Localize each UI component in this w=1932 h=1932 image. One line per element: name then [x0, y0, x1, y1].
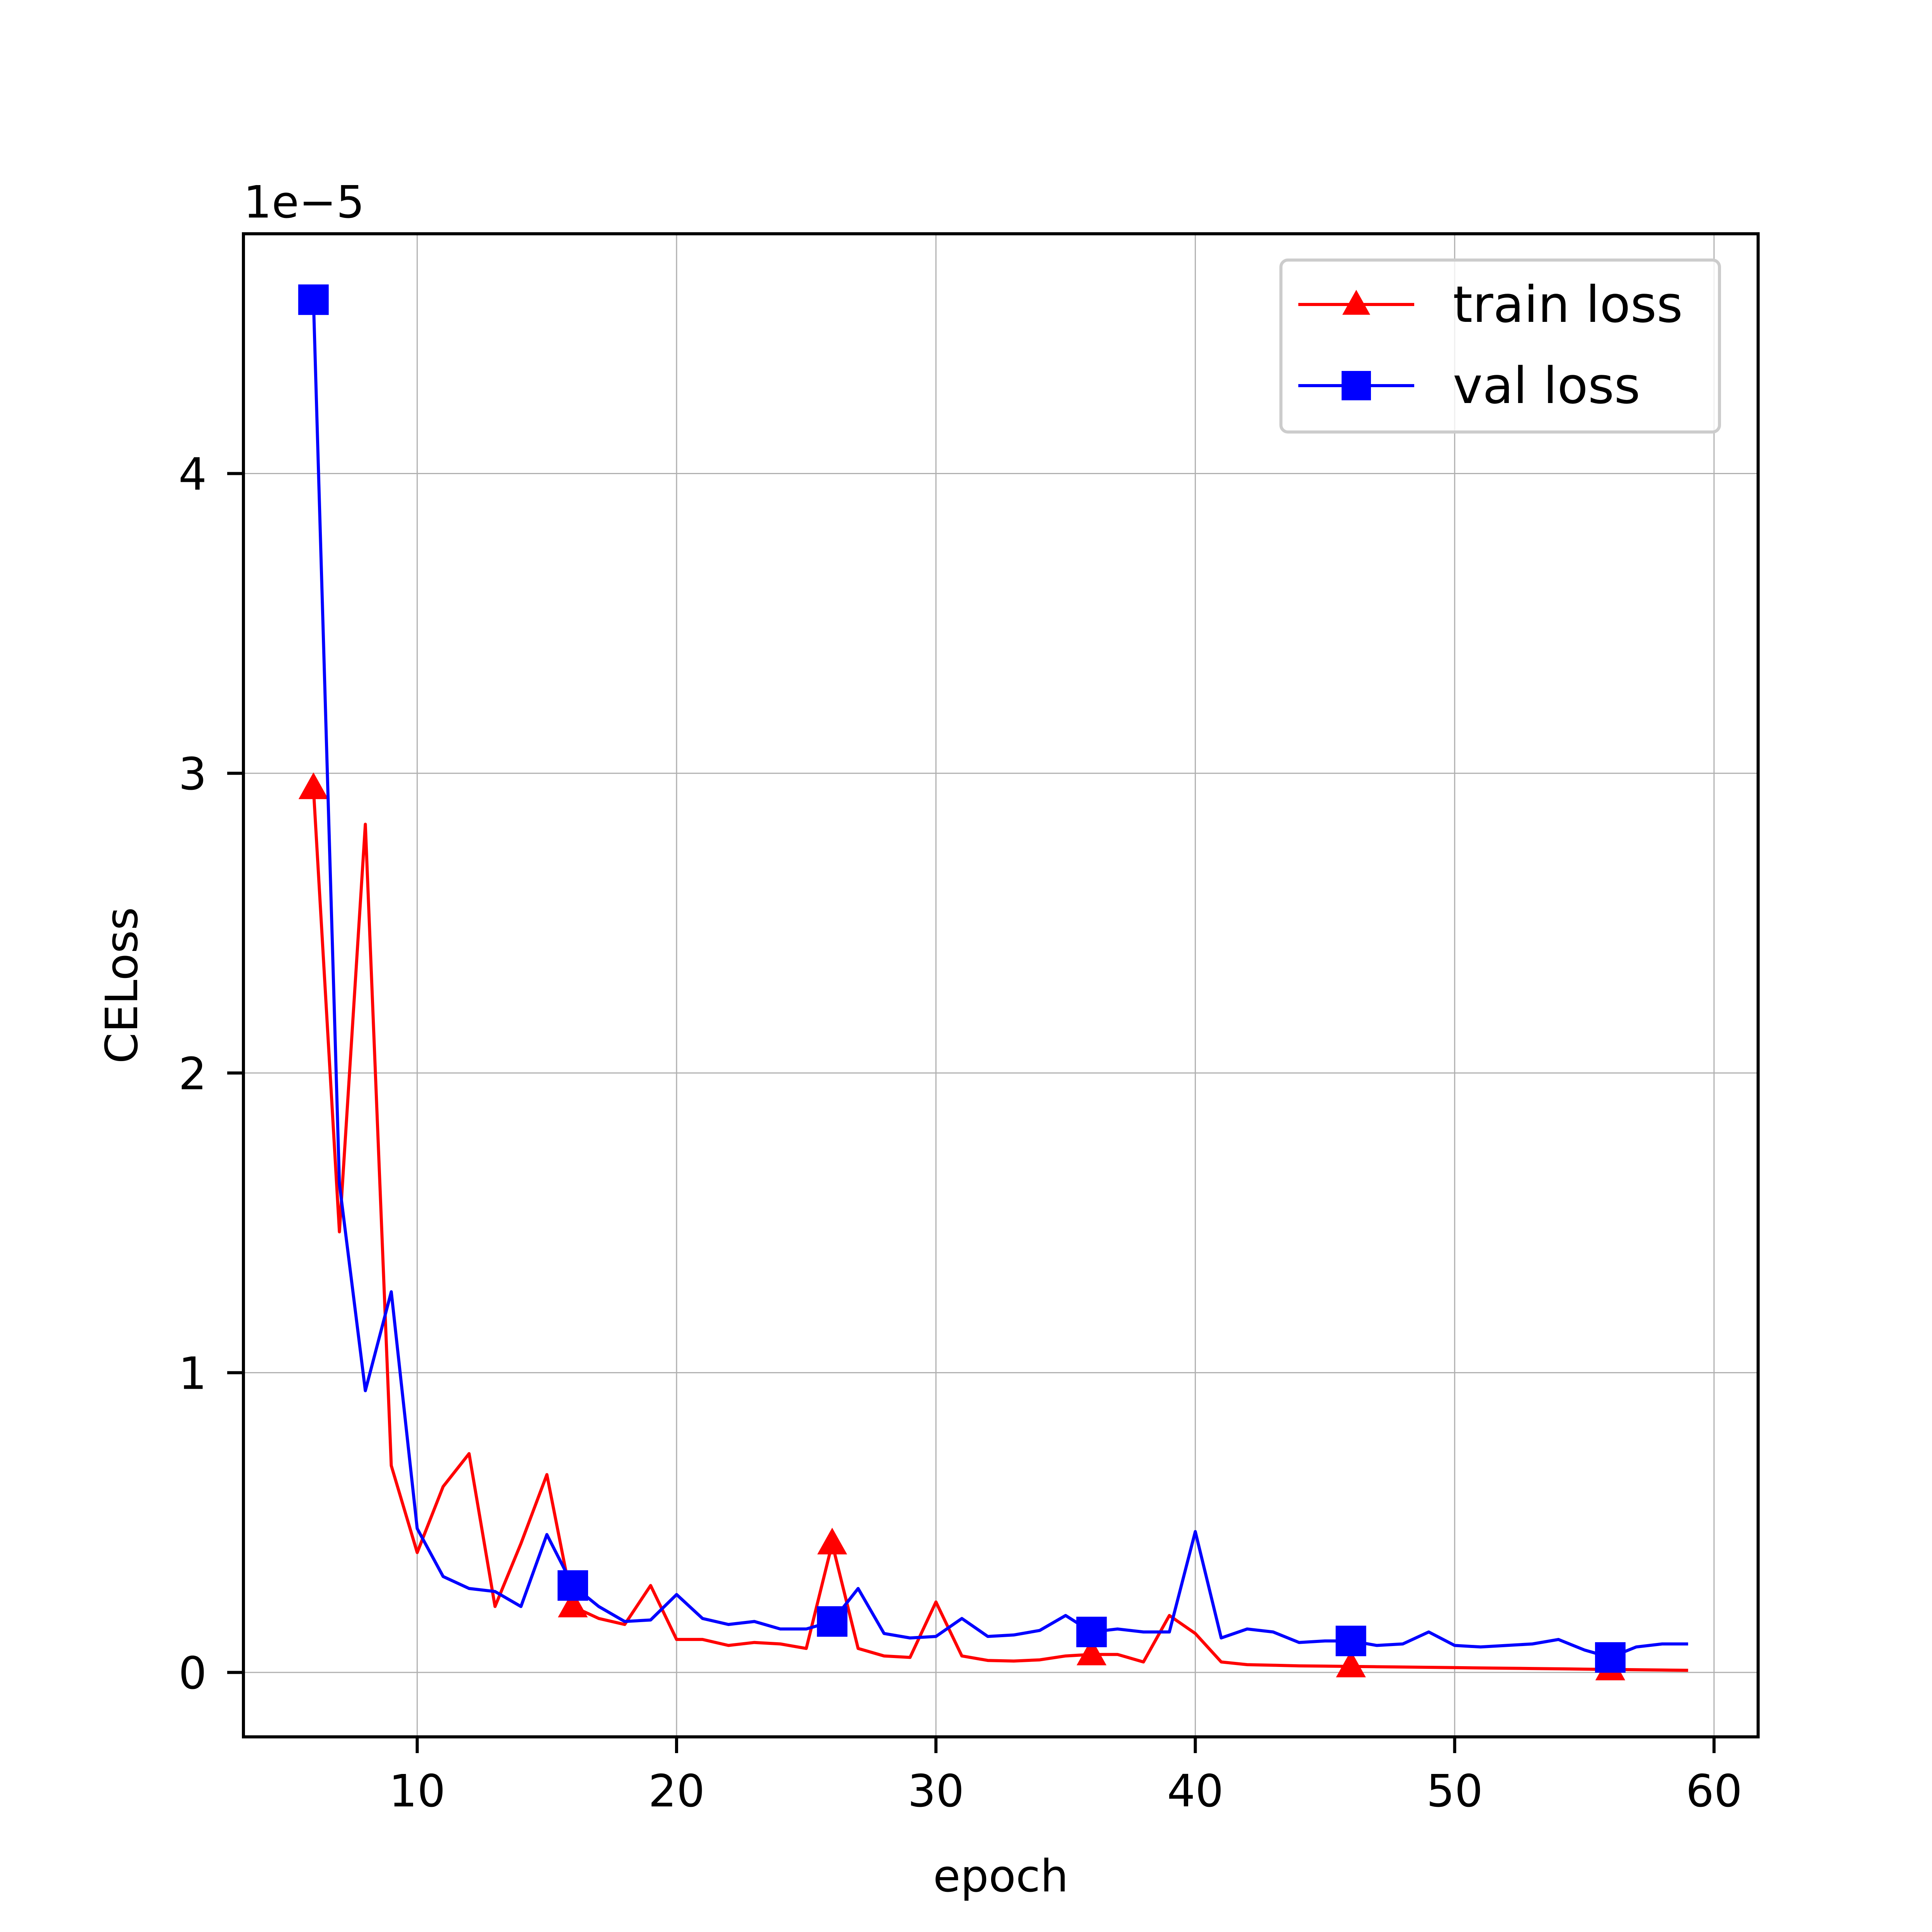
plot-series	[298, 284, 1688, 1680]
x-tick-label-10: 10	[389, 1765, 446, 1817]
grid	[243, 234, 1758, 1737]
series-marker-train-loss-46	[1336, 1650, 1366, 1677]
y-tick-label-0: 0	[179, 1648, 207, 1699]
series-marker-train-loss-36	[1077, 1638, 1107, 1665]
legend-marker-val-loss	[1342, 371, 1371, 400]
y-axis-label: CELoss	[96, 907, 148, 1063]
axis-ticks: 10 20 30 40 50 60 0 1 2 3 4	[179, 449, 1742, 1817]
legend-label-train-loss: train loss	[1453, 275, 1683, 334]
x-tick-label-30: 30	[908, 1765, 964, 1817]
x-axis-label: epoch	[933, 1850, 1068, 1902]
y-tick-label-2: 2	[179, 1048, 207, 1100]
series-marker-train-loss-26	[817, 1527, 847, 1554]
series-marker-val-loss-16	[557, 1570, 588, 1601]
series-marker-train-loss-16	[558, 1590, 588, 1617]
series-line-train-loss	[312, 788, 1688, 1672]
y-tick-label-4: 4	[179, 449, 207, 501]
series-marker-train-loss-6	[298, 772, 328, 799]
y-tick-label-3: 3	[179, 748, 207, 800]
x-tick-label-40: 40	[1167, 1765, 1223, 1817]
series-marker-val-loss-56	[1595, 1642, 1626, 1673]
series-line-val-loss	[312, 299, 1688, 1659]
x-tick-label-50: 50	[1426, 1765, 1483, 1817]
series-marker-val-loss-36	[1076, 1617, 1107, 1648]
legend-label-val-loss: val loss	[1453, 356, 1640, 415]
series-marker-val-loss-6	[298, 284, 329, 315]
series-marker-val-loss-46	[1335, 1626, 1366, 1656]
legend-marker-train-loss	[1342, 290, 1371, 315]
series-marker-val-loss-26	[817, 1606, 848, 1637]
x-tick-label-60: 60	[1686, 1765, 1742, 1817]
legend: train loss val loss	[1279, 259, 1721, 434]
y-offset-label: 1e−5	[243, 177, 364, 228]
plot-frame	[242, 232, 1760, 1738]
y-tick-label-1: 1	[179, 1348, 207, 1400]
x-tick-label-20: 20	[648, 1765, 705, 1817]
